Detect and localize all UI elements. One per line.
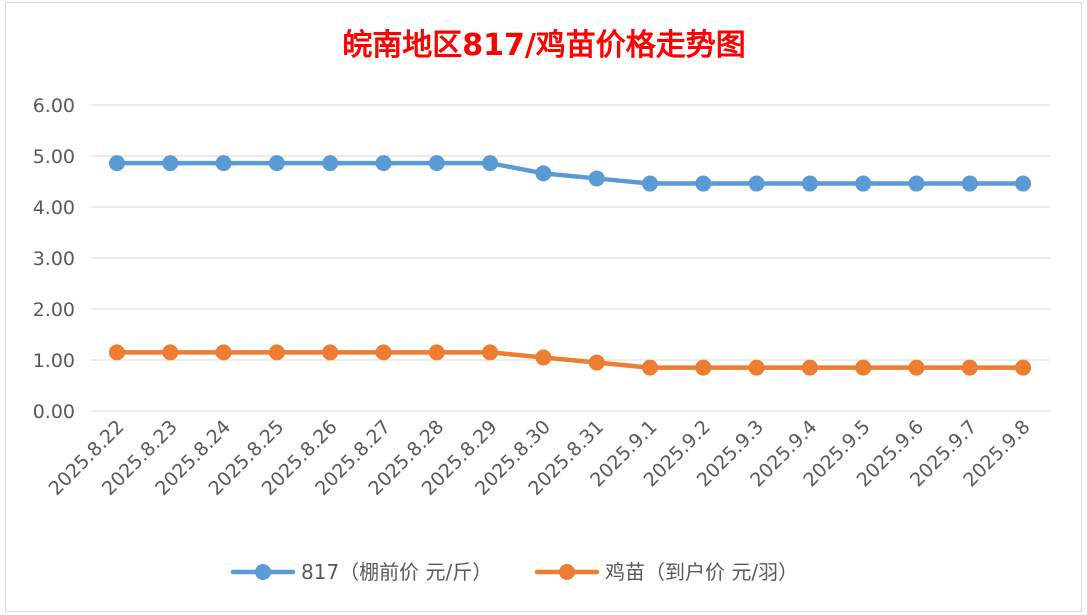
data-point (375, 344, 392, 361)
data-point (1015, 359, 1032, 376)
legend-label: 鸡苗（到户价 元/羽） (605, 560, 798, 584)
legend-item: 817（棚前价 元/斤） (230, 560, 492, 584)
gridlines (91, 104, 1050, 412)
data-point (162, 155, 179, 172)
data-point (695, 359, 712, 376)
data-point (109, 344, 125, 361)
series-layer (109, 155, 1032, 376)
data-point (428, 344, 445, 361)
data-point (215, 155, 232, 172)
data-point (482, 155, 499, 172)
data-point (908, 175, 925, 192)
series-line (114, 350, 1026, 370)
data-point (642, 359, 658, 376)
data-point (162, 344, 179, 361)
y-tick-label: 3.00 (33, 248, 75, 270)
chart-title: 皖南地区817/鸡苗价格走势图 (342, 28, 746, 63)
legend: 817（棚前价 元/斤） 鸡苗（到户价 元/羽） (230, 560, 798, 584)
data-point (215, 344, 232, 361)
y-axis-ticks: 0.00 1.00 2.00 3.00 4.00 5.00 6.00 (33, 95, 75, 423)
data-point (1015, 175, 1032, 192)
data-point (748, 175, 765, 192)
data-point (268, 155, 285, 172)
data-point (482, 344, 499, 361)
data-point (428, 155, 445, 172)
series-line (114, 160, 1026, 186)
data-point (588, 170, 605, 187)
data-point (322, 344, 339, 361)
data-point (535, 349, 552, 366)
y-tick-label: 4.00 (33, 197, 75, 219)
data-point (375, 155, 392, 172)
legend-marker (255, 564, 271, 580)
series-1 (109, 155, 1032, 192)
data-point (695, 175, 712, 192)
data-point (109, 155, 125, 172)
series-2 (109, 344, 1032, 376)
data-point (268, 344, 285, 361)
data-point (588, 354, 605, 371)
y-tick-label: 6.00 (33, 95, 75, 117)
legend-label: 817（棚前价 元/斤） (301, 560, 492, 584)
data-point (801, 359, 818, 376)
data-point (908, 359, 925, 376)
legend-item: 鸡苗（到户价 元/羽） (534, 560, 798, 584)
data-point (961, 359, 978, 376)
data-point (642, 175, 658, 192)
y-tick-label: 5.00 (33, 146, 75, 168)
data-point (322, 155, 339, 172)
data-point (855, 359, 872, 376)
y-tick-label: 2.00 (33, 299, 75, 321)
data-point (535, 165, 552, 182)
legend-marker (559, 564, 575, 580)
data-point (961, 175, 978, 192)
y-tick-label: 1.00 (33, 350, 75, 372)
data-point (801, 175, 818, 192)
data-point (855, 175, 872, 192)
y-tick-label: 0.00 (33, 401, 75, 423)
data-point (748, 359, 765, 376)
chart-border (5, 2, 1082, 612)
